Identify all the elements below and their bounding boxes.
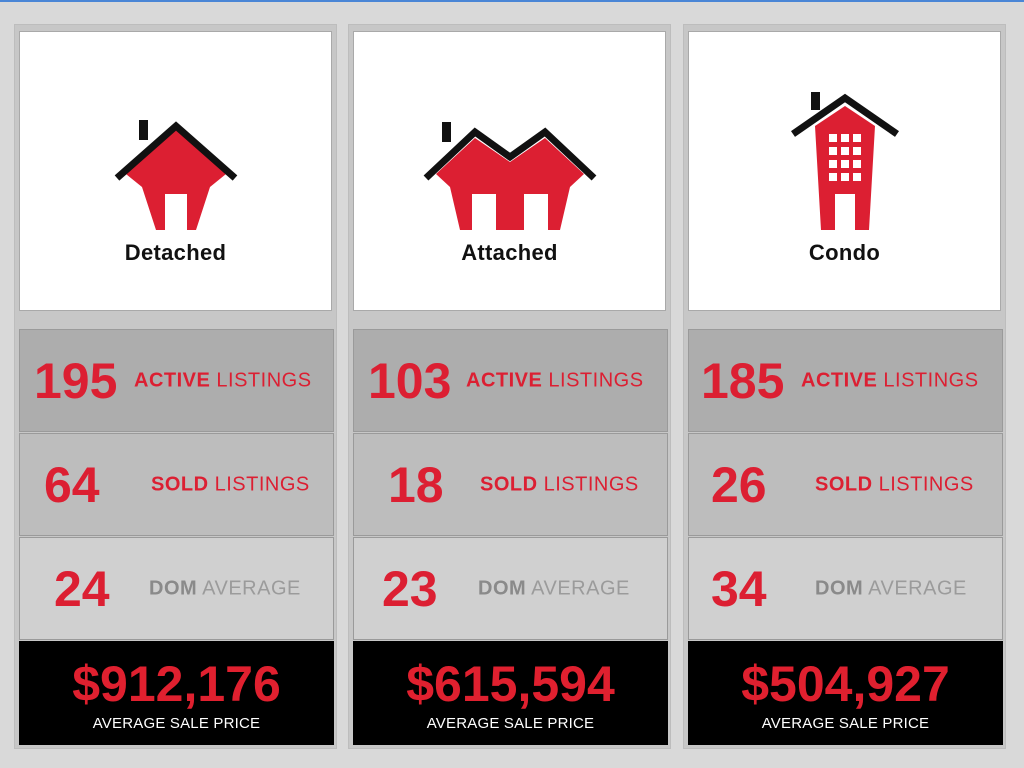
average-sale-price-box: $912,176 AVERAGE SALE PRICE bbox=[19, 641, 334, 745]
top-border bbox=[0, 0, 1024, 2]
detached-house-icon bbox=[20, 102, 331, 234]
property-type-label: Attached bbox=[461, 240, 558, 265]
average-sale-price-label: AVERAGE SALE PRICE bbox=[426, 715, 595, 732]
sold-listings-count: 64 bbox=[44, 456, 100, 513]
condo-column: Condo 185 ACTIVE LISTINGS 26 SOLD LISTIN… bbox=[683, 24, 1006, 749]
active-listings-count: 185 bbox=[701, 352, 785, 409]
average-sale-price-label: AVERAGE SALE PRICE bbox=[761, 715, 930, 732]
property-type-card: Condo bbox=[688, 31, 1001, 311]
active-listings-row: 195 ACTIVE LISTINGS bbox=[19, 329, 334, 432]
average-sale-price-box: $504,927 AVERAGE SALE PRICE bbox=[688, 641, 1003, 745]
attached-house-icon bbox=[354, 102, 665, 234]
dom-average-row: 24 DOM AVERAGE bbox=[19, 537, 334, 640]
sold-listings-count: 26 bbox=[711, 456, 767, 513]
sold-listings-row: 26 SOLD LISTINGS bbox=[688, 433, 1003, 536]
dom-average-label: DOM AVERAGE bbox=[149, 577, 301, 599]
average-sale-price: $504,927 bbox=[741, 656, 950, 712]
condo-building-icon bbox=[689, 82, 1000, 234]
sold-listings-label: SOLD LISTINGS bbox=[815, 473, 974, 495]
average-sale-price-label: AVERAGE SALE PRICE bbox=[92, 715, 261, 732]
dom-average-value: 24 bbox=[54, 560, 110, 617]
average-sale-price: $615,594 bbox=[406, 656, 615, 712]
property-type-card: Detached bbox=[19, 31, 332, 311]
detached-column: Detached 195 ACTIVE LISTINGS 64 SOLD LIS… bbox=[14, 24, 337, 749]
active-listings-label: ACTIVE LISTINGS bbox=[801, 369, 979, 391]
active-listings-count: 103 bbox=[368, 352, 452, 409]
dom-average-row: 34 DOM AVERAGE bbox=[688, 537, 1003, 640]
dom-average-value: 23 bbox=[382, 560, 438, 617]
active-listings-label: ACTIVE LISTINGS bbox=[466, 369, 644, 391]
attached-column: Attached 103 ACTIVE LISTINGS 18 SOLD LIS… bbox=[348, 24, 671, 749]
average-sale-price-box: $615,594 AVERAGE SALE PRICE bbox=[353, 641, 668, 745]
dom-average-label: DOM AVERAGE bbox=[478, 577, 630, 599]
property-type-label: Condo bbox=[808, 240, 881, 265]
property-type-label: Detached bbox=[124, 240, 227, 265]
dom-average-value: 34 bbox=[711, 560, 767, 617]
sold-listings-count: 18 bbox=[388, 456, 444, 513]
active-listings-count: 195 bbox=[34, 352, 118, 409]
property-type-card: Attached bbox=[353, 31, 666, 311]
sold-listings-row: 18 SOLD LISTINGS bbox=[353, 433, 668, 536]
active-listings-row: 103 ACTIVE LISTINGS bbox=[353, 329, 668, 432]
average-sale-price: $912,176 bbox=[72, 656, 281, 712]
sold-listings-label: SOLD LISTINGS bbox=[480, 473, 639, 495]
active-listings-label: ACTIVE LISTINGS bbox=[134, 369, 312, 391]
dom-average-row: 23 DOM AVERAGE bbox=[353, 537, 668, 640]
sold-listings-row: 64 SOLD LISTINGS bbox=[19, 433, 334, 536]
active-listings-row: 185 ACTIVE LISTINGS bbox=[688, 329, 1003, 432]
dom-average-label: DOM AVERAGE bbox=[815, 577, 967, 599]
sold-listings-label: SOLD LISTINGS bbox=[151, 473, 310, 495]
